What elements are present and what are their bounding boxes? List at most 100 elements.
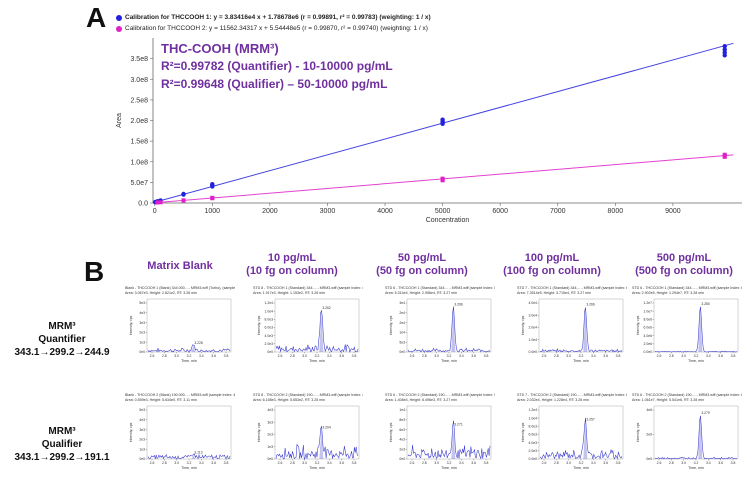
x-tick-label: 2.8 [162,461,167,465]
series-1-point [722,44,727,49]
chromatogram-header-line2: Area: 7.3514e5, Height: 3.715e4, RT: 3.2… [517,291,592,295]
column-header-line1: 10 pg/mL [267,252,317,264]
chromatogram-header-line2: Area: 1.917e3, Height: 1.153e2, RT: 3.26… [253,291,326,295]
y-tick-label: 8.0e3 [265,318,274,322]
x-axis-title: Time, min [688,466,704,470]
x-tick-label: 3.0 [681,461,686,465]
y-axis-title: Intensity, cps [389,315,393,335]
y-tick-label: 1.5e8 [130,139,148,146]
x-tick-label: 3.4 [199,461,204,465]
y-tick-label: 2e3 [399,447,405,451]
x-tick-label: 3.6 [471,354,476,358]
chromatogram-qualifier-0: Blank - THCCOOH 2 (Blank) 190.000... - M… [125,393,235,471]
x-tick-label: 2.6 [278,354,283,358]
y-tick-label: 4e3 [399,438,405,442]
y-tick-label: 0.0 [138,201,148,208]
x-tick-label: 2.6 [657,461,662,465]
column-header-line1: 100 pg/mL [524,252,580,264]
y-tick-label: 3e3 [267,420,273,424]
series-2-point [210,196,215,201]
y-tick-label: 4e6 [646,408,652,412]
chromatogram-trace [147,453,231,460]
plot-frame [274,298,360,353]
chromatogram-plot: 0e0 1e3 2e3 3e3 4e3 5e3 Intensity, cps 2.6 2.8 3.… [129,298,232,363]
y-tick-label: 1e4 [399,408,405,412]
y-tick-label: 1.0e4 [529,416,538,420]
x-tick-label: 0 [153,208,157,215]
series-1-point [181,192,186,197]
y-tick-label: 5e3 [139,301,145,305]
x-tick-label: 3.0 [174,354,179,358]
y-tick-label: 4.0e3 [265,334,274,338]
peak-label: 3.280 [701,302,710,306]
x-tick-label: 8000 [608,208,624,215]
y-tick-label: 0e0 [267,457,273,461]
y-tick-label: 4.0e4 [529,301,538,305]
y-tick-label: 2e3 [267,433,273,437]
plot-frame [146,298,232,353]
plot-frame [406,298,492,353]
y-axis-title: Intensity, cps [129,422,133,442]
y-tick-label: 1e3 [139,447,145,451]
y-tick-label: 3e4 [399,301,405,305]
column-header-line2: (500 fg on column) [635,265,733,277]
x-tick-label: 2.6 [657,354,662,358]
x-axis-title: Time, min [441,359,457,363]
chromatogram-header-line1: STD 6 - THCCOOH 2 (Standard) 190.... - M… [385,393,495,397]
column-header-blank: Matrix Blank [130,260,230,273]
column-header-50: 50 pg/mL (50 fg on column) [362,252,482,278]
y-tick-label: 2.0e8 [130,118,148,125]
peak-fill [191,345,196,352]
x-tick-label: 3.2 [187,461,192,465]
annotation-qualifier: R²=0.99648 (Qualifier) – 50-10000 pg/mL [161,77,388,91]
x-tick-label: 3.6 [211,461,216,465]
x-tick-label: 3.0 [566,461,571,465]
y-axis-title: Intensity, cps [257,315,261,335]
chromatogram-plot: 0e0 5e3 1e4 2e4 2e4 3e4 Intensity, cps 2.6 2.8 3.… [389,298,492,363]
chromatogram-qualifier-4: STD 6 - THCCOOH 2 (Standard) 190.... - M… [632,393,742,471]
plot-frame [653,298,739,353]
column-header-line2: (10 fg on column) [246,265,338,277]
chromatogram-plot: 0.0e0 2.0e6 4.0e6 6.0e6 8.0e6 1.0e7 1.2e7 Inten… [636,298,739,363]
x-tick-label: 2.8 [422,461,427,465]
chromatogram-header: Blank - THCCOOH 2 (Blank) 190.000... - M… [125,393,235,403]
y-tick-label: 1e3 [139,340,145,344]
x-tick-label: 3.4 [459,461,464,465]
y-axis-title: Intensity, cps [636,422,640,442]
y-tick-label: 0e0 [267,350,273,354]
x-tick-label: 3.6 [603,354,608,358]
chromatogram-qualifier-1: STD 8 - THCCOOH 2 (Standard) 190.... - M… [253,393,363,471]
y-tick-label: 2e6 [646,433,652,437]
x-tick-label: 2.6 [278,461,283,465]
chromatogram-header-line1: STD 7 - THCCOOH 1 (Standard) 344.... - M… [517,286,627,290]
chromatogram-trace [654,306,738,353]
y-tick-label: 6.0e3 [265,326,274,330]
chromatogram-header: STD 6 - THCCOOH 2 (Standard) 190.... - M… [632,393,742,403]
y-tick-label: 3e3 [139,428,145,432]
chromatogram-plot: 0e0 1e3 2e3 3e3 4e3 Intensity, cps 2.6 2.8 3.0 3.… [257,405,360,470]
chromatogram-header-line1: STD 8 - THCCOOH 1 (Standard) 344.... - M… [253,286,363,290]
x-axis-title: Time, min [309,359,325,363]
chromatogram-quantifier-4: STD 6 - THCCOOH 1 (Standard) 344.... - M… [632,286,742,364]
chromatogram-header-line2: Area: 2.902e5, Height: 1.294e7, RT: 3.28… [632,291,705,295]
y-axis-title: Intensity, cps [129,315,133,335]
x-tick-label: 3.8 [484,354,489,358]
x-tick-label: 3.4 [591,461,596,465]
y-axis-title: Area [116,113,123,128]
x-tick-label: 2.8 [290,354,295,358]
chromatogram-qualifier-3: STD 7 - THCCOOH 2 (Standard) 190.... - M… [517,393,627,471]
y-tick-label: 2.0e3 [529,449,538,453]
chromatogram-qualifier-2: STD 6 - THCCOOH 2 (Standard) 190.... - M… [385,393,495,471]
chromatogram-plot: 0e0 2e6 4e6 Intensity, cps 2.6 2.8 3.0 3.2 3.4 3.… [636,405,739,470]
x-axis-title: Time, min [309,466,325,470]
row-title: MRM³ [48,426,76,437]
peak-label: 3.204 [322,425,331,429]
peak-fill [451,306,456,352]
y-tick-label: 4e3 [267,408,273,412]
y-tick-label: 5e3 [399,340,405,344]
x-tick-label: 3.6 [718,354,723,358]
x-axis-title: Time, min [441,466,457,470]
y-axis-title: Intensity, cps [389,422,393,442]
x-tick-label: 3.0 [434,354,439,358]
